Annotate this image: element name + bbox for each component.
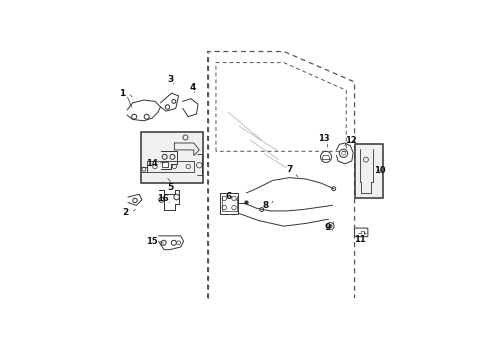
Text: 16: 16 <box>156 194 168 203</box>
Text: 11: 11 <box>353 235 365 244</box>
Text: 12: 12 <box>345 136 356 145</box>
Text: 14: 14 <box>146 159 158 168</box>
Text: 3: 3 <box>167 75 174 84</box>
Text: 13: 13 <box>317 134 328 143</box>
Text: 1: 1 <box>119 89 125 98</box>
FancyBboxPatch shape <box>354 228 367 237</box>
Text: 8: 8 <box>262 201 268 210</box>
Text: 5: 5 <box>167 183 173 192</box>
Bar <box>162 162 167 167</box>
Circle shape <box>328 225 331 228</box>
Text: 4: 4 <box>189 83 196 92</box>
Text: 10: 10 <box>373 166 385 175</box>
Text: 9: 9 <box>324 223 330 232</box>
Bar <box>355 144 382 198</box>
Text: 2: 2 <box>122 208 128 217</box>
Bar <box>220 193 238 214</box>
Bar <box>141 132 203 183</box>
Circle shape <box>244 201 247 204</box>
Text: 6: 6 <box>225 192 231 201</box>
Text: 15: 15 <box>146 237 158 246</box>
Text: 7: 7 <box>285 165 292 174</box>
